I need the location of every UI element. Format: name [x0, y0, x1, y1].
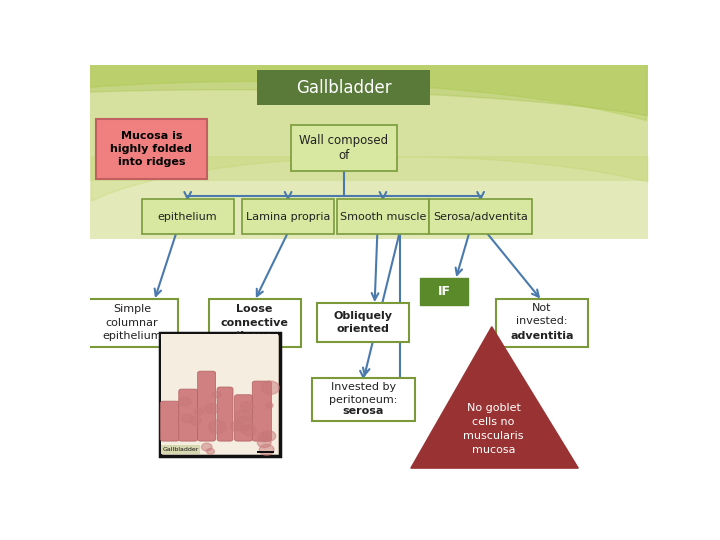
FancyBboxPatch shape — [291, 125, 397, 171]
Circle shape — [259, 444, 274, 455]
Circle shape — [257, 437, 271, 448]
FancyBboxPatch shape — [209, 299, 301, 347]
Circle shape — [205, 403, 219, 414]
Circle shape — [189, 417, 201, 425]
Circle shape — [194, 408, 204, 415]
FancyBboxPatch shape — [142, 199, 234, 234]
Bar — [161, 334, 278, 454]
Circle shape — [179, 397, 191, 406]
Circle shape — [230, 422, 243, 431]
FancyBboxPatch shape — [258, 70, 431, 105]
Circle shape — [181, 414, 194, 423]
Text: Loose
connective
tissue: Loose connective tissue — [220, 305, 289, 341]
FancyBboxPatch shape — [197, 371, 215, 441]
Circle shape — [258, 433, 271, 442]
Bar — [90, 65, 648, 239]
Text: epithelium: epithelium — [158, 212, 217, 221]
Text: adventitia: adventitia — [510, 332, 574, 341]
FancyBboxPatch shape — [429, 199, 532, 234]
FancyBboxPatch shape — [217, 387, 233, 441]
Text: Wall composed
of: Wall composed of — [300, 134, 389, 162]
FancyBboxPatch shape — [337, 199, 429, 234]
FancyBboxPatch shape — [179, 389, 197, 441]
Text: Not
invested:: Not invested: — [516, 303, 568, 326]
Circle shape — [235, 410, 251, 422]
Circle shape — [242, 425, 256, 436]
Bar — [258, 451, 274, 453]
Text: Mucosa is
highly folded
into ridges: Mucosa is highly folded into ridges — [110, 131, 192, 167]
Bar — [90, 65, 648, 181]
FancyBboxPatch shape — [86, 299, 178, 347]
Text: Simple
columnar
epithelium: Simple columnar epithelium — [102, 305, 162, 341]
Circle shape — [212, 392, 221, 398]
Text: No goblet
cells no
muscularis
mucosa: No goblet cells no muscularis mucosa — [464, 403, 524, 455]
FancyBboxPatch shape — [496, 299, 588, 347]
Circle shape — [266, 403, 273, 408]
Text: IF: IF — [438, 285, 451, 298]
Circle shape — [202, 443, 212, 451]
Circle shape — [207, 448, 215, 454]
Circle shape — [261, 431, 276, 441]
Bar — [160, 333, 279, 456]
Text: Serosa/adventita: Serosa/adventita — [433, 212, 528, 221]
Text: Lamina propria: Lamina propria — [246, 212, 330, 221]
Text: Smooth muscle: Smooth muscle — [340, 212, 426, 221]
Text: Gallbladder: Gallbladder — [296, 79, 392, 97]
Polygon shape — [411, 327, 578, 468]
FancyBboxPatch shape — [235, 395, 253, 441]
Bar — [161, 445, 200, 454]
Text: Invested by
peritoneum:: Invested by peritoneum: — [329, 382, 397, 405]
FancyBboxPatch shape — [420, 278, 468, 305]
Circle shape — [261, 381, 279, 394]
Circle shape — [234, 417, 253, 430]
Text: Obliquely
oriented: Obliquely oriented — [334, 311, 393, 334]
Circle shape — [208, 420, 226, 434]
Text: serosa: serosa — [343, 406, 384, 416]
Text: Gallbladder: Gallbladder — [162, 447, 199, 452]
FancyBboxPatch shape — [96, 119, 207, 179]
Circle shape — [240, 402, 253, 411]
FancyBboxPatch shape — [312, 377, 415, 421]
FancyBboxPatch shape — [318, 303, 410, 342]
FancyBboxPatch shape — [161, 401, 179, 441]
FancyBboxPatch shape — [252, 381, 271, 441]
FancyBboxPatch shape — [242, 199, 334, 234]
